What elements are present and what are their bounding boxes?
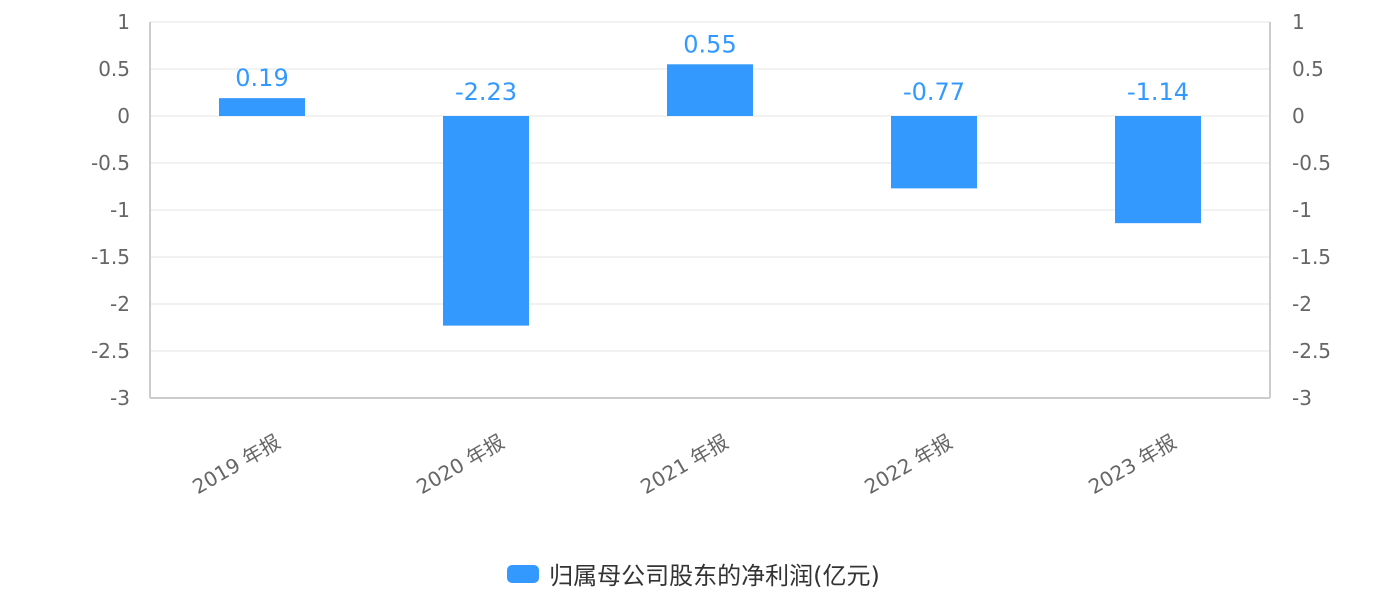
y-tick-label-right: -2 — [1292, 292, 1312, 316]
x-tick-label: 2023 年报 — [1084, 430, 1180, 499]
y-axis-left-ticks: 1 0.5 0 -0.5 -1 -1.5 -2 -2.5 -3 — [91, 10, 130, 410]
axes — [149, 22, 1271, 399]
y-tick-label-right: 0.5 — [1292, 57, 1324, 81]
y-tick-label-right: -1.5 — [1292, 245, 1331, 269]
y-tick-label-left: 0.5 — [98, 57, 130, 81]
bar-data-label: 0.55 — [683, 30, 736, 58]
bar-data-label: -1.14 — [1127, 78, 1189, 106]
x-tick-label: 2022 年报 — [860, 430, 956, 499]
legend-item[interactable]: 归属母公司股东的净利润(亿元) — [507, 556, 880, 591]
x-tick-label: 2021 年报 — [636, 430, 732, 499]
y-tick-label-right: -0.5 — [1292, 151, 1331, 175]
bar-data-label: -0.77 — [903, 78, 965, 106]
bar-data-label: -2.23 — [455, 78, 517, 106]
x-tick-label: 2019 年报 — [188, 430, 284, 499]
y-tick-label-left: -1.5 — [91, 245, 130, 269]
bar[interactable] — [219, 98, 305, 116]
y-tick-label-left: -1 — [110, 198, 130, 222]
bar[interactable] — [1115, 116, 1201, 224]
bar[interactable] — [891, 116, 977, 189]
y-tick-label-right: -3 — [1292, 386, 1312, 410]
legend-label: 归属母公司股东的净利润(亿元) — [549, 562, 880, 590]
y-tick-label-left: -2 — [110, 292, 130, 316]
y-tick-label-right: -1 — [1292, 198, 1312, 222]
y-tick-label-left: 1 — [117, 10, 130, 34]
y-tick-label-right: -2.5 — [1292, 339, 1331, 363]
y-axis-right-ticks: 1 0.5 0 -0.5 -1 -1.5 -2 -2.5 -3 — [1292, 10, 1331, 410]
y-tick-label-left: -3 — [110, 386, 130, 410]
bar[interactable] — [443, 116, 529, 326]
legend-swatch — [507, 564, 540, 583]
bar-data-label: 0.19 — [235, 64, 288, 92]
y-tick-label-right: 1 — [1292, 10, 1305, 34]
y-tick-label-left: 0 — [117, 104, 130, 128]
bars — [219, 64, 1201, 326]
data-labels: 0.19 -2.23 0.55 -0.77 -1.14 — [235, 30, 1189, 106]
y-tick-label-left: -0.5 — [91, 151, 130, 175]
y-tick-label-left: -2.5 — [91, 339, 130, 363]
x-tick-label: 2020 年报 — [412, 430, 508, 499]
legend: 归属母公司股东的净利润(亿元) — [0, 556, 1387, 591]
x-axis-ticks: 2019 年报 2020 年报 2021 年报 2022 年报 2023 年报 — [188, 430, 1180, 499]
y-tick-label-right: 0 — [1292, 104, 1305, 128]
bar[interactable] — [667, 64, 753, 116]
